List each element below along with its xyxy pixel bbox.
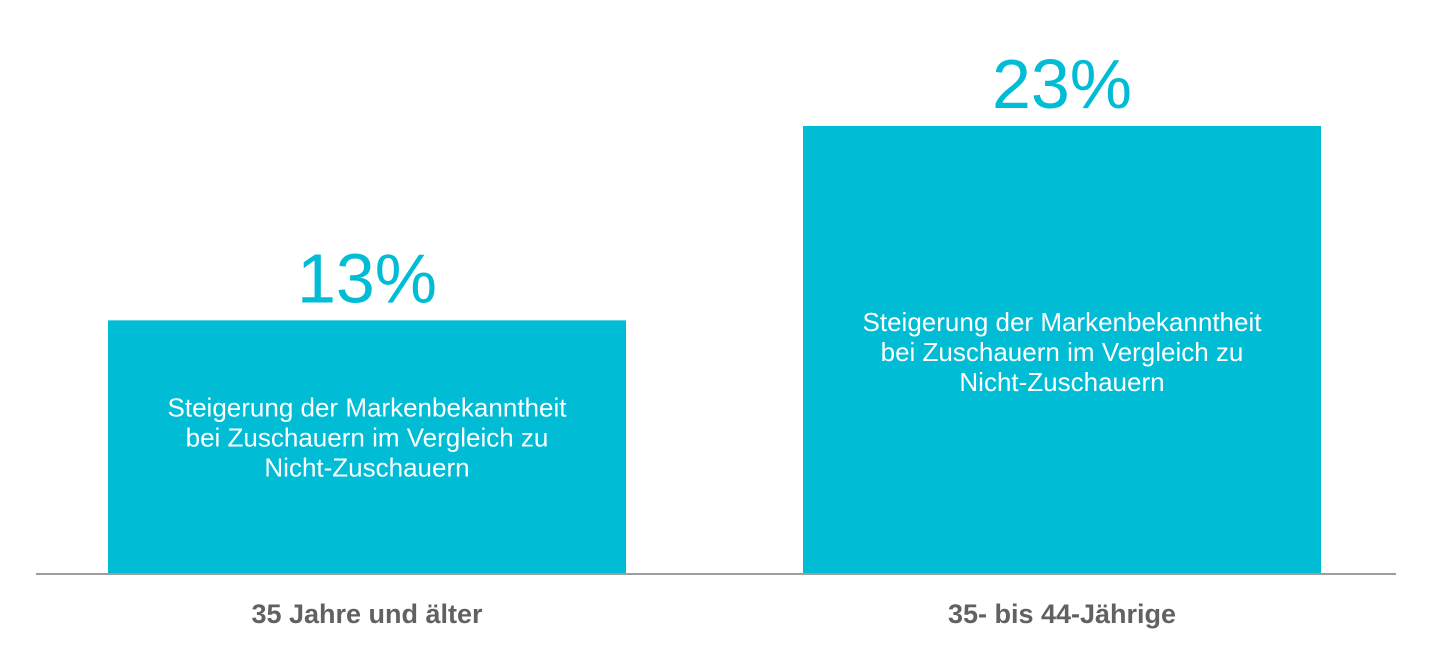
bar-1-text-line-1: Steigerung der Markenbekanntheit [168, 393, 568, 423]
value-label-2: 23% [992, 45, 1132, 123]
category-label-1: 35 Jahre und älter [251, 599, 483, 629]
bar-1 [108, 320, 626, 573]
bar-2-text-line-1: Steigerung der Markenbekanntheit [863, 307, 1263, 337]
bar-2-text-line-3: Nicht-Zuschauern [959, 367, 1164, 397]
value-label-1: 13% [297, 239, 437, 317]
bar-2 [803, 126, 1321, 573]
bar-2-text-line-2: bei Zuschauern im Vergleich zu [881, 337, 1244, 367]
bar-1-text-line-3: Nicht-Zuschauern [264, 453, 469, 483]
category-label-2: 35- bis 44-Jährige [948, 599, 1176, 629]
bar-1-text-line-2: bei Zuschauern im Vergleich zu [186, 423, 549, 453]
